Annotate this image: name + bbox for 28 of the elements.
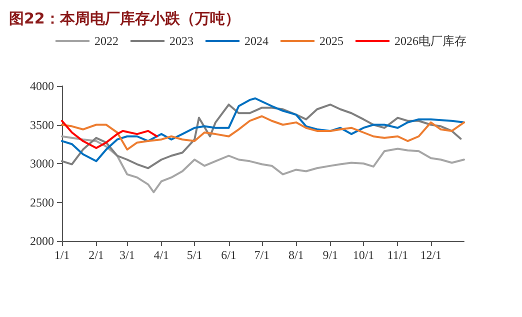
- x-tick-label: 8/1: [288, 248, 304, 262]
- legend-label: 2026电厂库存: [394, 34, 466, 48]
- legend-label: 2022: [94, 34, 118, 48]
- x-tick-label: 1/1: [54, 248, 70, 262]
- x-tick-label: 11/1: [387, 248, 408, 262]
- y-tick-label: 3000: [30, 156, 54, 170]
- x-tick-label: 9/1: [322, 248, 338, 262]
- legend-label: 2025: [320, 34, 344, 48]
- legend-label: 2023: [170, 34, 194, 48]
- line-series: [61, 135, 465, 194]
- x-tick-label: 5/1: [186, 248, 202, 262]
- x-tick-label: 7/1: [254, 248, 270, 262]
- y-tick-label: 3500: [30, 118, 54, 132]
- line-series: [61, 104, 462, 170]
- line-series: [61, 120, 158, 149]
- line-series: [61, 115, 465, 151]
- x-tick-label: 4/1: [154, 248, 170, 262]
- x-tick-label: 2/1: [88, 248, 104, 262]
- x-tick-label: 6/1: [221, 248, 236, 262]
- legend-label: 2024: [244, 34, 268, 48]
- x-tick-label: 3/1: [119, 248, 135, 262]
- y-tick-label: 2000: [30, 234, 54, 248]
- x-tick-label: 10/1: [352, 248, 374, 262]
- x-tick-label: 12/1: [420, 248, 442, 262]
- chart-title: 图22：本周电厂库存小跌（万吨）: [9, 10, 240, 28]
- line-series: [61, 97, 465, 162]
- y-tick-label: 2500: [30, 195, 54, 210]
- y-tick-label: 4000: [30, 79, 54, 93]
